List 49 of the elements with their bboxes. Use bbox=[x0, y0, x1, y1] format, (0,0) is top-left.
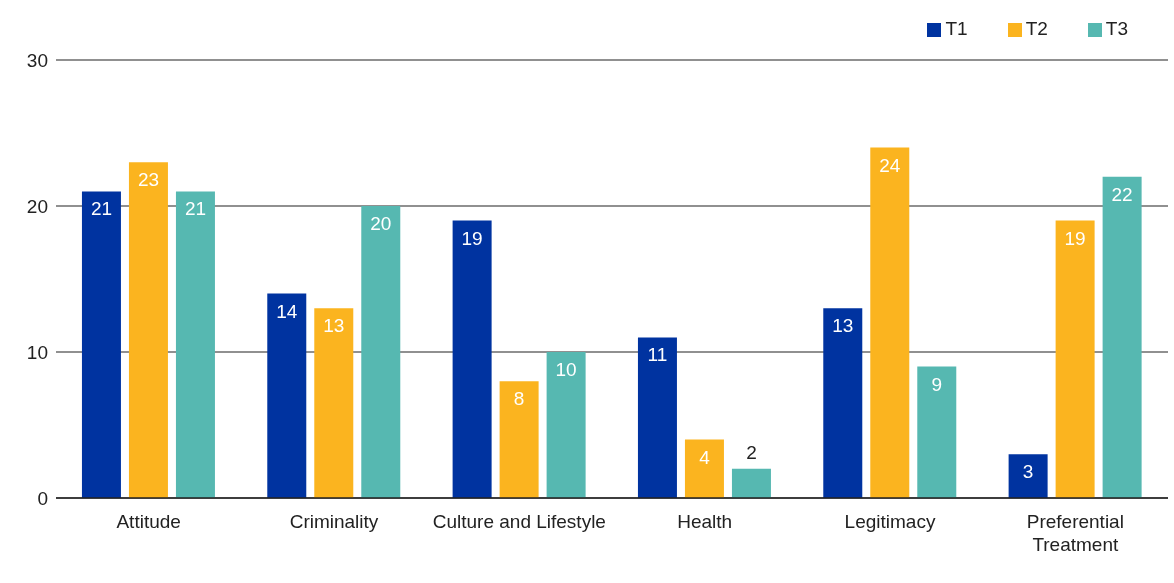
data-label: 4 bbox=[699, 446, 711, 468]
legend-label: T2 bbox=[1025, 18, 1048, 39]
bar bbox=[175, 191, 215, 498]
y-tick-label: 20 bbox=[26, 195, 48, 217]
bar bbox=[452, 220, 492, 498]
bar bbox=[546, 352, 586, 498]
y-tick-label: 30 bbox=[26, 49, 48, 71]
bar bbox=[917, 366, 957, 498]
data-label: 11 bbox=[647, 344, 668, 366]
data-label: 3 bbox=[1022, 461, 1034, 483]
data-label: 21 bbox=[90, 198, 113, 220]
data-label: 8 bbox=[513, 388, 525, 410]
data-label: 24 bbox=[879, 154, 901, 176]
bar bbox=[1055, 220, 1095, 498]
bar bbox=[314, 308, 354, 498]
data-label: 13 bbox=[323, 315, 345, 337]
x-tick-label: Criminality bbox=[289, 511, 379, 532]
x-tick-label: Legitimacy bbox=[844, 511, 936, 532]
data-label: 19 bbox=[461, 227, 483, 249]
data-label: 21 bbox=[184, 198, 207, 220]
x-tick-label: Attitude bbox=[116, 511, 181, 532]
bar bbox=[267, 293, 307, 498]
x-tick-label: Culture and Lifestyle bbox=[432, 511, 606, 532]
data-label: 22 bbox=[1111, 183, 1133, 205]
x-tick-label: Preferential Treatment bbox=[1026, 511, 1124, 555]
y-tick-label: 10 bbox=[26, 341, 48, 363]
bar bbox=[499, 381, 539, 498]
data-label: 9 bbox=[931, 373, 943, 395]
bar bbox=[128, 162, 168, 498]
x-tick-label: Health bbox=[677, 511, 733, 532]
bar bbox=[637, 337, 677, 498]
data-label: 2 bbox=[746, 441, 757, 463]
data-label: 10 bbox=[555, 359, 577, 380]
data-label: 23 bbox=[137, 169, 160, 191]
data-label: 13 bbox=[832, 315, 854, 337]
legend-label: T1 bbox=[945, 18, 968, 39]
legend-label: T3 bbox=[1105, 18, 1128, 39]
data-label: 14 bbox=[276, 300, 298, 322]
data-label: 20 bbox=[370, 213, 392, 234]
data-label: 19 bbox=[1064, 227, 1086, 249]
bar bbox=[361, 206, 401, 498]
bar bbox=[1102, 176, 1142, 498]
bar bbox=[870, 147, 910, 498]
y-tick-label: 0 bbox=[37, 487, 48, 509]
bar bbox=[731, 468, 771, 498]
bar bbox=[81, 191, 121, 498]
bar bbox=[823, 308, 863, 498]
bar bbox=[684, 439, 724, 498]
bar bbox=[1008, 454, 1048, 498]
